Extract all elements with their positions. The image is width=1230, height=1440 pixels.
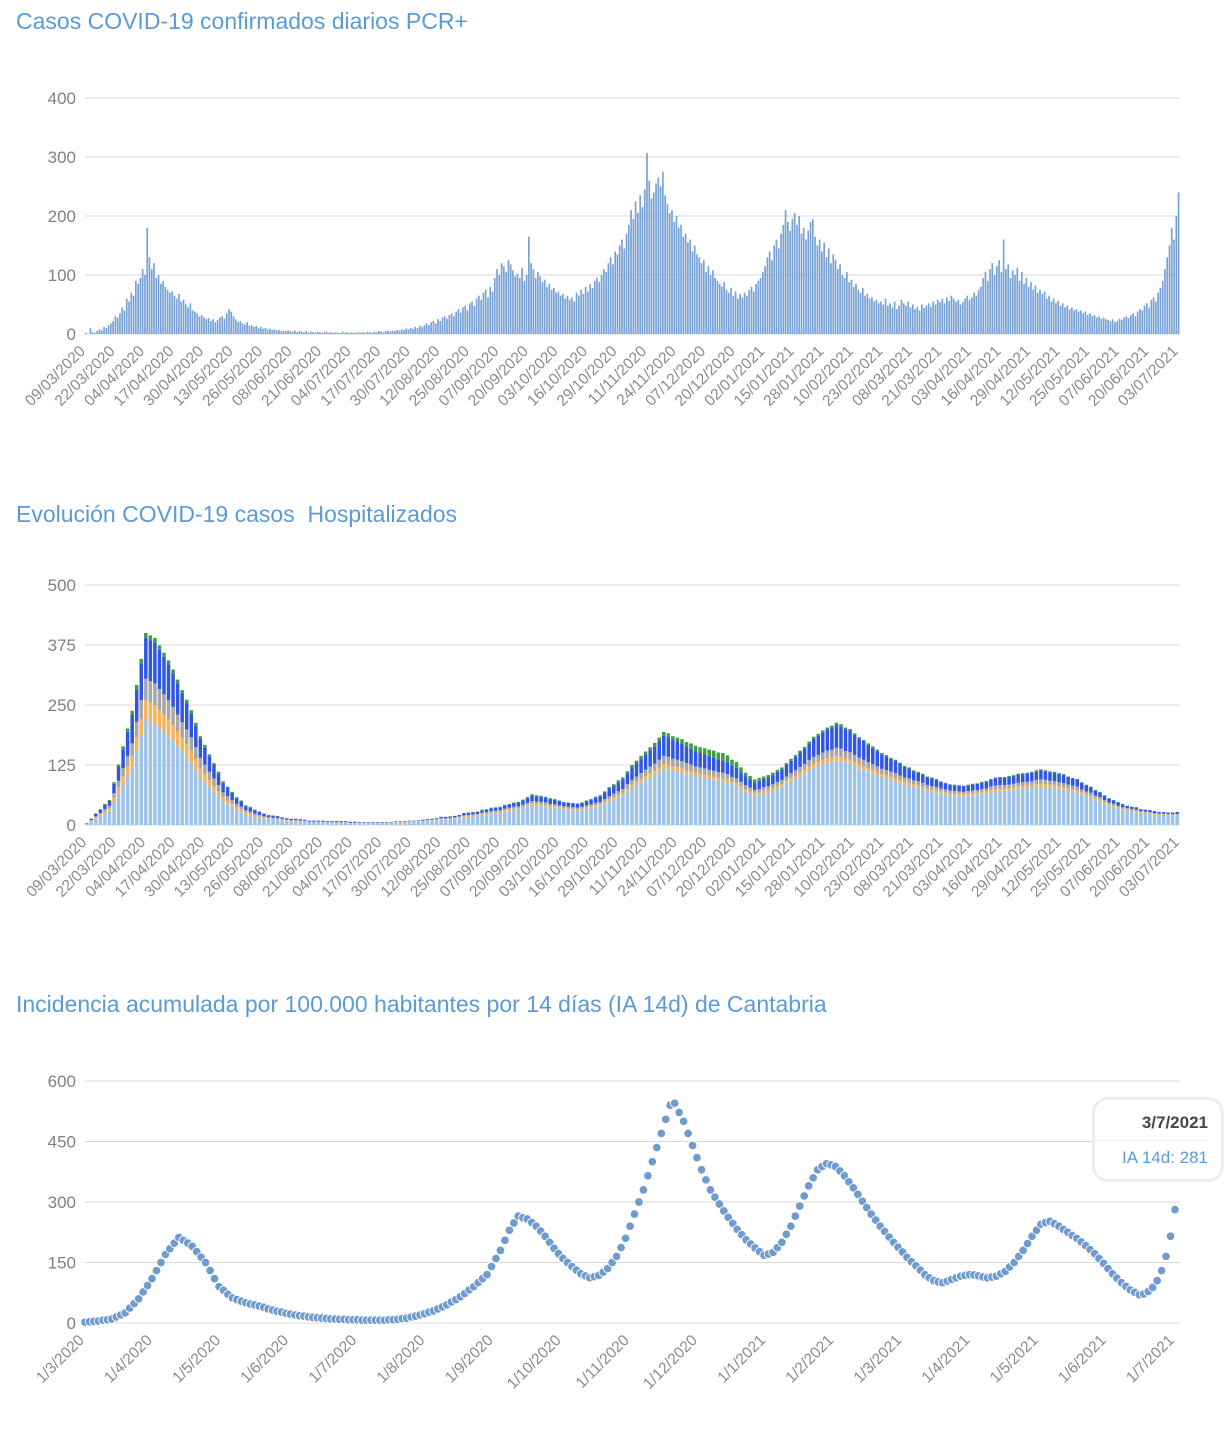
svg-text:1/10/2020: 1/10/2020: [504, 1332, 565, 1393]
ia14d-chart[interactable]: 0 150 300 450 600 1/3/2020 1/4/2020 1/5/2020 1/6…: [0, 1035, 1230, 1440]
svg-text:250: 250: [48, 696, 76, 715]
svg-text:450: 450: [48, 1133, 76, 1152]
svg-text:1/4/2020: 1/4/2020: [101, 1332, 156, 1387]
gridlines: [85, 1080, 1180, 1324]
svg-text:300: 300: [48, 148, 76, 167]
stacked-bars: [85, 633, 1179, 825]
svg-text:1/3/2021: 1/3/2021: [851, 1332, 906, 1387]
y-axis-labels: 0 150 300 450 600: [48, 1072, 76, 1333]
svg-text:1/3/2020: 1/3/2020: [33, 1332, 88, 1387]
svg-text:500: 500: [48, 576, 76, 595]
svg-text:100: 100: [48, 266, 76, 285]
hospitalized-chart[interactable]: 0 125 250 375 500 09/03/202022/03/202004/04/2…: [0, 545, 1230, 950]
dots: [80, 1098, 1180, 1327]
y-axis-labels: 0 125 250 375 500: [48, 576, 76, 835]
svg-text:200: 200: [48, 207, 76, 226]
pcr-chart-title: Casos COVID-19 confirmados diarios PCR+: [16, 8, 468, 34]
pcr-daily-chart[interactable]: 0 100 200 300 400 09/03/202022/03/202004/04/2…: [0, 50, 1230, 470]
svg-text:1/5/2021: 1/5/2021: [987, 1332, 1042, 1387]
svg-text:1/5/2020: 1/5/2020: [169, 1332, 224, 1387]
svg-text:375: 375: [48, 636, 76, 655]
svg-text:600: 600: [48, 1072, 76, 1091]
svg-text:0: 0: [67, 325, 76, 344]
svg-text:1/6/2020: 1/6/2020: [238, 1332, 293, 1387]
chart-tooltip: 3/7/2021 IA 14d: 281: [1092, 1097, 1224, 1182]
svg-text:0: 0: [67, 1314, 76, 1333]
svg-text:0: 0: [67, 816, 76, 835]
svg-text:1/4/2021: 1/4/2021: [919, 1332, 974, 1387]
svg-text:1/9/2020: 1/9/2020: [442, 1332, 497, 1387]
svg-text:1/12/2020: 1/12/2020: [640, 1332, 701, 1393]
ia14d-chart-title: Incidencia acumulada por 100.000 habitan…: [16, 991, 827, 1017]
svg-text:1/7/2020: 1/7/2020: [306, 1332, 361, 1387]
svg-text:125: 125: [48, 756, 76, 775]
svg-text:150: 150: [48, 1254, 76, 1273]
x-axis-labels: 1/3/2020 1/4/2020 1/5/2020 1/6/2020 1/7/2020…: [33, 1332, 1178, 1393]
svg-text:1/7/2021: 1/7/2021: [1123, 1332, 1178, 1387]
svg-text:300: 300: [48, 1193, 76, 1212]
svg-text:1/1/2021: 1/1/2021: [714, 1332, 769, 1387]
svg-text:1/11/2020: 1/11/2020: [573, 1332, 633, 1392]
svg-text:400: 400: [48, 89, 76, 108]
hospitalized-chart-title: Evolución COVID-19 casos Hospitalizados: [16, 501, 458, 527]
y-axis-labels: 0 100 200 300 400: [48, 89, 76, 344]
x-axis-labels: 09/03/202022/03/202004/04/202017/04/2020…: [22, 343, 1182, 410]
svg-text:1/2/2021: 1/2/2021: [783, 1332, 838, 1387]
tooltip-date: 3/7/2021: [1141, 1113, 1208, 1132]
tooltip-value: IA 14d: 281: [1121, 1148, 1208, 1167]
x-axis-labels: 09/03/202022/03/202004/04/202017/04/2020…: [23, 834, 1183, 901]
svg-text:1/6/2021: 1/6/2021: [1055, 1332, 1110, 1387]
tooltip-divider: [1095, 1140, 1208, 1141]
bars: [85, 152, 1180, 334]
svg-text:1/8/2020: 1/8/2020: [374, 1332, 429, 1387]
